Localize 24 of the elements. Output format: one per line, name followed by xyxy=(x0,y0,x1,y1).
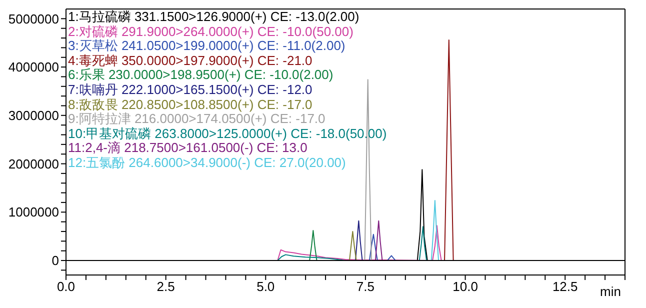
x-tick-label: 2.5 xyxy=(156,279,175,294)
text: 7:呋喃丹 222.1000>165.1500(+) CE: -12.0 xyxy=(68,82,312,98)
x-tick-label: 7.5 xyxy=(356,279,375,294)
text: 10:甲基对硫磷 263.8000>125.0000(+) CE: -18.0(50.00) xyxy=(68,126,387,141)
text: 6:乐果 230.0000>198.9500(+) CE: -10.0(2.00) xyxy=(68,67,334,83)
x-tick-label: 5.0 xyxy=(256,279,275,294)
text: 4:毒死蜱 350.0000>197.9000(+) CE: -21.0 xyxy=(68,52,312,68)
y-tick-label: 3000000 xyxy=(8,108,59,124)
x-tick-label: 12.5 xyxy=(552,279,578,294)
text: 3:灭草松 241.0500>199.0000(+) CE: -11.0(2.00) xyxy=(68,38,346,54)
y-tick-label: 5000000 xyxy=(8,11,59,26)
y-tick-label: 2000000 xyxy=(8,156,59,172)
x-tick-label: 10.0 xyxy=(452,279,478,294)
y-tick-label: 0 xyxy=(52,253,59,268)
x-axis-title: min xyxy=(600,284,621,299)
text: 9:阿特拉津 216.0000>174.0500(+) CE: -17.0 xyxy=(68,111,326,127)
x-tick-label: 0.0 xyxy=(56,279,76,294)
y-tick-label: 1000000 xyxy=(8,204,59,220)
text: 2:对硫磷 291.9000>264.0000(+) CE: -10.0(50.00) xyxy=(68,24,354,39)
y-tick-label: 4000000 xyxy=(8,60,59,75)
text: 11:2,4-滴 218.7500>161.0500(-) CE: 13.0 xyxy=(68,140,308,156)
text: 8:敌敌畏 220.8500>108.8500(+) CE: -17.0 xyxy=(68,96,314,112)
text: 12:五氯酚 264.6000>34.9000(-) CE: 27.0(20.00) xyxy=(68,154,347,171)
text: 1:马拉硫磷 331.1500>126.9000(+) CE: -13.0(2.00) xyxy=(68,9,360,25)
